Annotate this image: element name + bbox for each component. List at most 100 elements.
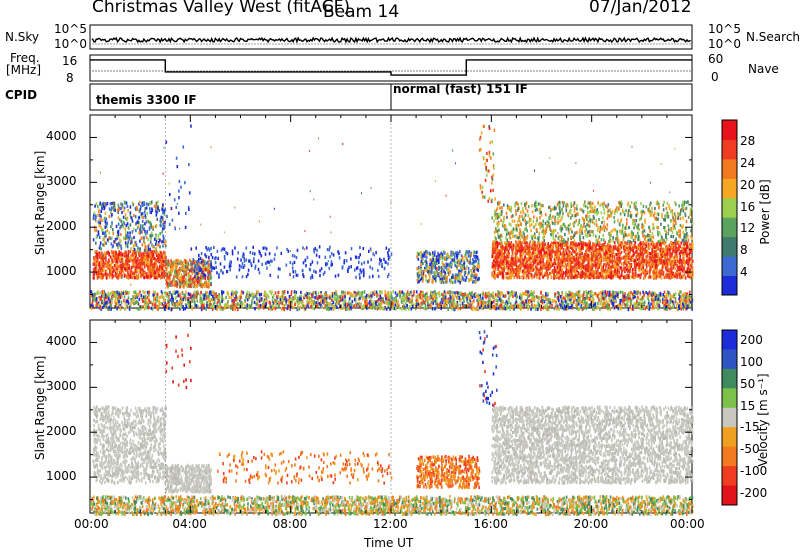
power-cell <box>363 261 366 265</box>
power-cell <box>471 277 473 281</box>
power-cell <box>165 279 168 283</box>
power-cell <box>207 280 210 284</box>
power-cell <box>596 272 599 276</box>
power-cell <box>652 253 654 257</box>
power-cell <box>143 275 145 279</box>
power-cell <box>150 201 152 205</box>
power-cell <box>102 204 105 208</box>
power-cell <box>129 241 132 245</box>
power-cell <box>575 250 577 254</box>
power-cell <box>269 273 272 277</box>
power-cell <box>525 245 527 249</box>
power-cell <box>132 276 134 280</box>
power-cell <box>136 263 139 268</box>
power-cell <box>568 245 571 249</box>
power-cell <box>626 274 629 279</box>
power-cell <box>228 265 231 269</box>
power-cell <box>618 251 620 255</box>
power-cell <box>512 257 514 262</box>
power-cell <box>132 256 134 260</box>
power-cell <box>597 267 599 271</box>
power-cell <box>623 246 626 250</box>
power-cell <box>155 201 158 205</box>
power-cell <box>99 201 101 205</box>
power-cell <box>175 272 178 276</box>
power-cell <box>521 248 523 252</box>
power-cell <box>96 256 99 260</box>
power-cell <box>428 279 430 283</box>
power-cell <box>580 268 583 272</box>
power-cell <box>234 246 236 250</box>
power-cell <box>690 229 692 233</box>
power-cell <box>176 262 179 266</box>
power-cell <box>670 254 673 258</box>
power-cell <box>678 269 680 273</box>
power-cell <box>207 282 209 286</box>
power-cell <box>502 267 505 271</box>
power-cell <box>452 280 454 285</box>
power-cell <box>112 231 115 236</box>
power-cell <box>621 270 623 274</box>
power-cell <box>502 254 505 258</box>
power-cell <box>519 261 522 265</box>
power-cell <box>155 265 157 269</box>
power-cell <box>206 268 209 273</box>
power-cell <box>587 275 589 279</box>
power-cell <box>476 264 479 268</box>
power-cell <box>94 261 97 265</box>
power-cell <box>494 248 497 252</box>
power-cell <box>537 241 539 245</box>
power-cell <box>604 252 606 256</box>
power-cell <box>95 271 98 275</box>
power-cell <box>291 266 294 270</box>
power-cell <box>102 201 104 206</box>
power-cell <box>100 219 102 223</box>
power-cell <box>577 271 580 275</box>
power-cell <box>473 253 475 257</box>
power-cell <box>443 263 445 267</box>
power-cell <box>444 266 446 270</box>
power-cell <box>291 254 294 258</box>
power-cell <box>555 244 557 248</box>
power-cell <box>131 201 134 205</box>
power-cell <box>466 250 469 254</box>
power-cell <box>631 246 634 250</box>
power-cell <box>438 274 441 278</box>
power-cell <box>210 281 212 286</box>
power-cell <box>157 200 159 204</box>
power-cell <box>533 248 536 252</box>
power-cell <box>98 224 100 228</box>
power-cell <box>655 263 658 267</box>
power-cell <box>208 275 211 279</box>
power-cell <box>511 261 514 265</box>
power-cell <box>558 241 561 245</box>
power-cell <box>431 264 434 268</box>
power-cell <box>562 254 564 258</box>
power-cell <box>501 250 503 254</box>
power-cell <box>240 265 243 269</box>
power-cell <box>155 236 157 240</box>
power-cell <box>599 243 601 247</box>
power-cell <box>628 252 631 257</box>
power-cell <box>564 261 567 265</box>
power-cell <box>433 264 435 268</box>
power-cell <box>597 243 599 247</box>
power-cell <box>529 253 532 257</box>
power-cell <box>127 270 129 274</box>
power-cell <box>557 253 560 258</box>
power-cell <box>689 243 691 247</box>
power-cell <box>630 262 633 267</box>
power-cell <box>533 240 536 244</box>
power-cell <box>115 250 117 254</box>
power-cell <box>136 249 139 253</box>
power-cell <box>424 254 426 259</box>
power-cell <box>424 266 426 271</box>
power-cell <box>576 269 578 273</box>
power-cell <box>561 276 564 280</box>
power-cell <box>116 208 119 212</box>
power-cell <box>518 245 520 249</box>
power-cell <box>539 273 541 277</box>
power-cell <box>515 263 517 267</box>
power-cell <box>125 259 127 263</box>
power-cell <box>100 267 102 271</box>
